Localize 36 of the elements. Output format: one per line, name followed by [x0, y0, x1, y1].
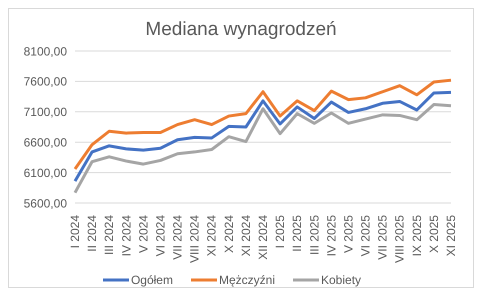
- x-tick-label: V 2025: [341, 214, 356, 254]
- y-tick-label: 6100,00: [24, 166, 68, 180]
- y-tick-label: 5600,00: [24, 196, 68, 210]
- x-tick-label: VIII 2024: [188, 214, 202, 264]
- y-tick-label: 7100,00: [24, 105, 68, 120]
- legend-label: Ogółem: [130, 273, 173, 287]
- x-tick-label: IV 2025: [324, 214, 338, 256]
- x-tick-label: I 2025: [273, 214, 288, 248]
- chart-title: Mediana wynagrodzeń: [144, 19, 338, 42]
- x-tick-label: XII 2024: [256, 214, 270, 260]
- x-tick-label: III 2024: [102, 214, 116, 256]
- x-tick-label: VII 2024: [170, 214, 185, 260]
- x-tick-label: II 2024: [85, 214, 100, 252]
- x-tick-label: VI 2025: [358, 214, 373, 256]
- line-series: [74, 103, 452, 194]
- x-tick-label: III 2025: [307, 214, 322, 256]
- legend-label: Kobiety: [320, 273, 362, 287]
- x-tick-label: XI 2024: [204, 214, 219, 256]
- x-tick-label: VIII 2025: [392, 214, 407, 264]
- line-series: [74, 78, 452, 170]
- x-tick-label: XI 2025: [444, 214, 458, 256]
- x-tick-label: IX 2025: [410, 214, 424, 256]
- x-tick-label: V 2024: [136, 214, 150, 254]
- x-tick-label: VI 2024: [153, 214, 168, 256]
- legend-label: Mężczyźni: [218, 273, 275, 287]
- x-tick-label: VII 2025: [376, 214, 390, 260]
- x-tick-label: X 2024: [222, 214, 236, 254]
- y-tick-label: 8100,00: [24, 44, 68, 58]
- line-series: [74, 90, 452, 183]
- x-tick-label: XI 2024: [238, 214, 253, 256]
- x-tick-label: X 2025: [426, 214, 441, 254]
- x-tick-label: IV 2024: [119, 214, 134, 256]
- y-tick-label: 7600,00: [24, 74, 68, 89]
- y-tick-label: 6600,00: [24, 135, 68, 150]
- x-tick-label: II 2025: [290, 214, 304, 252]
- x-tick-label: I 2024: [68, 214, 82, 248]
